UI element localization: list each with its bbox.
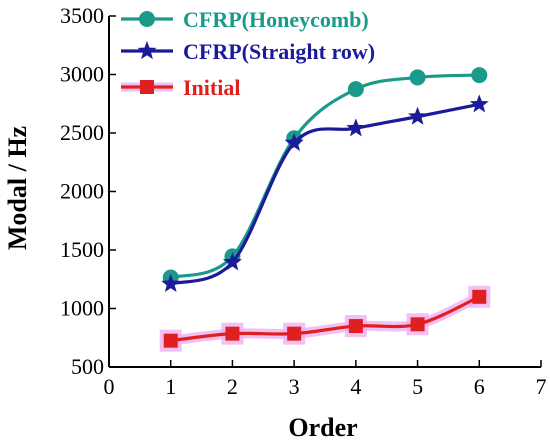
legend-marker	[137, 41, 157, 60]
data-point	[225, 326, 240, 341]
legend-marker	[139, 11, 155, 27]
data-point	[472, 289, 487, 304]
y-tick-label: 1500	[60, 237, 104, 262]
x-axis-title: Order	[288, 413, 357, 442]
legend: CFRP(Honeycomb) CFRP(Straight row) Initial	[121, 7, 375, 100]
series-1	[161, 94, 489, 293]
data-point	[161, 273, 181, 293]
y-tick-label: 3500	[60, 3, 104, 28]
data-point	[410, 317, 425, 332]
y-axis-title: Modal / Hz	[3, 126, 32, 250]
data-point	[409, 69, 426, 86]
legend-label: Initial	[183, 75, 240, 100]
y-tick-label: 1000	[60, 296, 104, 321]
legend-item-1: CFRP(Straight row)	[121, 39, 375, 64]
y-tick-label: 2000	[60, 179, 104, 204]
x-tick-label: 3	[289, 374, 300, 399]
legend-item-0: CFRP(Honeycomb)	[121, 7, 369, 32]
y-tick-label: 500	[71, 354, 104, 379]
series-layer	[159, 67, 491, 352]
legend-item-2: Initial	[121, 75, 240, 100]
x-tick-label: 2	[227, 374, 238, 399]
data-point	[471, 67, 488, 84]
data-point	[287, 326, 302, 341]
data-point	[408, 106, 428, 125]
series-line	[170, 73, 480, 280]
x-tick-label: 5	[412, 374, 423, 399]
x-tick-label: 6	[474, 374, 485, 399]
data-point	[222, 252, 242, 271]
axes: 0 1 2 3 4 5 6 7 500 1000 1500 2000 2500 3000 3500	[60, 3, 547, 399]
x-tick-label: 0	[104, 374, 115, 399]
data-point	[469, 94, 489, 113]
data-point	[163, 333, 178, 348]
x-tick-label: 7	[536, 374, 547, 399]
legend-label: CFRP(Straight row)	[183, 39, 375, 64]
data-point	[348, 319, 363, 334]
series-2	[159, 285, 491, 352]
data-point	[347, 81, 364, 98]
legend-label: CFRP(Honeycomb)	[183, 7, 369, 32]
legend-marker	[140, 80, 154, 94]
y-tick-label: 3000	[60, 62, 104, 87]
data-point	[346, 118, 366, 137]
x-tick-label: 4	[350, 374, 361, 399]
data-point	[284, 132, 304, 152]
x-tick-label: 1	[165, 374, 176, 399]
series-line	[170, 102, 480, 286]
y-tick-label: 2500	[60, 120, 104, 145]
